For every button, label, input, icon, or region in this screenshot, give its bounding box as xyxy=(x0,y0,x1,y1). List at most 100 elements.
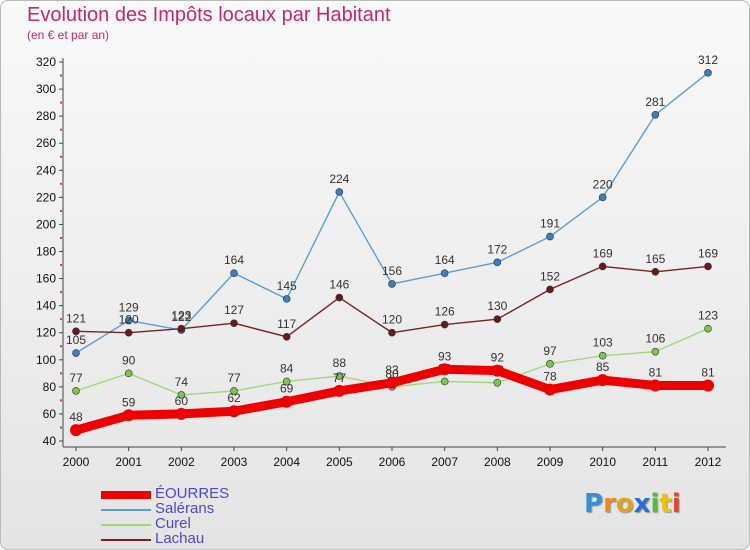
logo-letter: x xyxy=(633,489,651,519)
y-tick-label: 120 xyxy=(36,326,56,340)
data-point xyxy=(70,424,82,437)
legend-swatch xyxy=(101,509,151,511)
data-point xyxy=(651,347,660,356)
data-point xyxy=(493,378,502,387)
data-label: 81 xyxy=(701,366,715,380)
legend-label: Lachau xyxy=(155,530,205,547)
data-point xyxy=(651,110,660,119)
data-label: 77 xyxy=(227,371,241,385)
data-point xyxy=(280,395,293,408)
data-point xyxy=(440,377,449,386)
proxiti-logo: Proxiti xyxy=(584,489,681,519)
data-label: 78 xyxy=(543,370,557,384)
data-label: 62 xyxy=(227,391,241,405)
data-label: 165 xyxy=(645,252,665,266)
y-minor-tick xyxy=(60,318,62,321)
legend-swatch xyxy=(101,539,151,541)
data-point xyxy=(493,258,502,267)
y-minor-tick xyxy=(60,345,62,348)
data-point xyxy=(704,69,712,77)
data-label: 172 xyxy=(487,242,507,256)
data-label: 106 xyxy=(645,332,665,346)
legend-label: ÉOURRES xyxy=(155,485,230,502)
data-point xyxy=(72,349,80,357)
data-point xyxy=(388,280,396,288)
x-tick-label: 2003 xyxy=(221,455,248,469)
y-minor-tick xyxy=(60,128,62,131)
data-label: 312 xyxy=(698,53,718,67)
data-label: 92 xyxy=(491,351,505,365)
data-label: 121 xyxy=(66,311,86,325)
data-label: 145 xyxy=(277,279,297,293)
data-label: 90 xyxy=(122,353,136,367)
legend-label: Curel xyxy=(155,515,191,532)
data-point xyxy=(440,320,449,329)
x-tick-label: 2008 xyxy=(484,455,511,469)
legend-item: Curel xyxy=(101,515,361,533)
data-point xyxy=(177,391,186,399)
data-point xyxy=(546,360,554,368)
x-tick-label: 2011 xyxy=(642,455,668,469)
data-point xyxy=(491,364,504,377)
data-label: 220 xyxy=(593,177,613,191)
data-point xyxy=(651,268,660,276)
data-label: 117 xyxy=(277,317,296,331)
y-tick-label: 280 xyxy=(36,109,56,123)
legend-item: Lachau xyxy=(101,530,361,548)
data-point xyxy=(704,324,712,333)
data-point xyxy=(440,269,449,277)
y-tick-label: 220 xyxy=(36,190,56,204)
data-point xyxy=(124,369,133,378)
data-label: 146 xyxy=(329,278,349,292)
y-tick-label: 100 xyxy=(36,353,56,367)
y-tick-label: 60 xyxy=(43,407,57,421)
data-label: 59 xyxy=(122,395,136,409)
data-point xyxy=(228,405,240,418)
y-minor-tick xyxy=(60,155,62,158)
data-point xyxy=(596,374,609,387)
data-point xyxy=(704,262,712,271)
data-label: 281 xyxy=(645,95,665,109)
data-label: 93 xyxy=(438,349,452,363)
y-tick-label: 40 xyxy=(43,434,57,448)
x-tick-label: 2000 xyxy=(63,455,90,469)
y-minor-tick xyxy=(60,372,62,375)
data-label: 83 xyxy=(385,363,399,377)
logo-letter: o xyxy=(615,489,634,519)
data-label: 224 xyxy=(329,172,349,186)
data-point xyxy=(282,332,291,341)
logo-letter: P xyxy=(584,489,604,519)
y-minor-tick xyxy=(60,291,62,294)
y-tick-label: 240 xyxy=(36,163,56,177)
data-label: 127 xyxy=(224,303,244,317)
y-minor-tick xyxy=(60,426,62,429)
data-label: 88 xyxy=(333,356,347,370)
data-label: 77 xyxy=(69,371,83,385)
legend-label: Salérans xyxy=(155,500,215,517)
logo-letter: r xyxy=(603,489,616,519)
data-label: 60 xyxy=(175,394,189,408)
data-label: 123 xyxy=(171,309,191,323)
y-tick-label: 180 xyxy=(36,245,56,259)
data-label: 84 xyxy=(280,361,294,375)
data-point xyxy=(386,376,398,389)
y-minor-tick xyxy=(60,399,62,402)
data-point xyxy=(649,379,662,392)
y-minor-tick xyxy=(60,74,62,77)
data-point xyxy=(230,387,238,395)
y-tick-label: 140 xyxy=(36,299,56,313)
data-label: 123 xyxy=(698,309,718,323)
y-tick-label: 160 xyxy=(36,272,56,286)
data-label: 169 xyxy=(593,246,613,260)
data-point xyxy=(177,324,186,333)
data-point xyxy=(598,351,607,360)
data-label: 103 xyxy=(593,336,613,350)
data-point xyxy=(72,387,80,395)
data-label: 85 xyxy=(596,360,610,374)
data-label: 152 xyxy=(540,269,560,283)
x-tick-label: 2002 xyxy=(168,455,195,469)
y-minor-tick xyxy=(60,182,62,185)
data-label: 69 xyxy=(280,382,294,396)
legend-swatch xyxy=(101,491,151,499)
